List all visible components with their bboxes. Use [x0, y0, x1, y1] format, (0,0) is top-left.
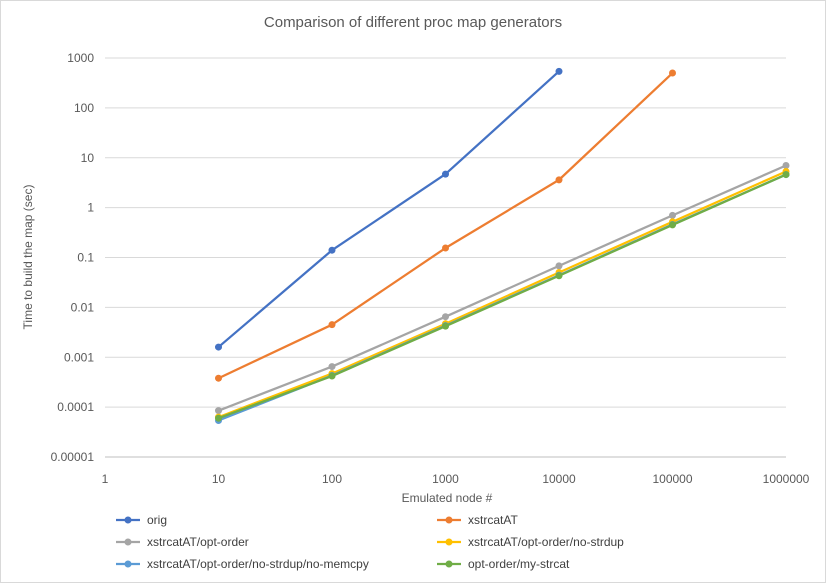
legend-label: orig — [147, 513, 167, 527]
x-axis-ticks: 1 10 100 1000 10000 100000 1000000 — [102, 472, 810, 486]
data-point — [442, 170, 449, 178]
data-point — [215, 407, 222, 415]
data-point — [782, 161, 790, 169]
data-point — [328, 363, 336, 371]
plot-series — [215, 67, 790, 424]
data-point — [442, 313, 449, 321]
y-tick-label: 1 — [87, 201, 94, 215]
x-tick-label: 10 — [212, 472, 226, 486]
legend-label: xstrcatAT/opt-order/no-strdup — [468, 535, 624, 549]
data-point — [555, 176, 563, 184]
gridlines — [105, 57, 786, 408]
data-point — [555, 67, 563, 75]
x-tick-label: 100 — [322, 472, 342, 486]
y-tick-label: 10 — [81, 151, 95, 165]
data-point — [328, 372, 336, 380]
y-axis-title: Time to build the map (sec) — [21, 185, 35, 330]
data-point — [669, 211, 676, 219]
y-tick-label: 1000 — [67, 51, 94, 65]
y-axis-ticks: 0.00001 0.0001 0.001 0.01 0.1 1 10 100 1000 — [51, 51, 95, 464]
series-line — [218, 170, 787, 419]
y-tick-label: 0.1 — [77, 251, 94, 265]
data-point — [669, 221, 676, 229]
chart-title: Comparison of different proc map generat… — [264, 14, 562, 31]
data-point — [555, 272, 563, 280]
data-point — [215, 374, 222, 382]
legend-marker — [124, 560, 132, 568]
legend-label: xstrcatAT — [468, 513, 518, 527]
legend-label: xstrcatAT/opt-order/no-strdup/no-memcpy — [147, 557, 369, 571]
legend-label: opt-order/my-strcat — [468, 557, 570, 571]
data-point — [328, 321, 336, 329]
data-point — [669, 69, 676, 77]
x-tick-label: 1 — [102, 472, 109, 486]
series-line — [217, 70, 560, 348]
y-tick-label: 0.00001 — [51, 450, 95, 464]
x-axis-title: Emulated node # — [402, 491, 493, 505]
series-line — [218, 164, 787, 412]
y-tick-label: 0.0001 — [57, 400, 94, 414]
data-point — [442, 322, 449, 330]
legend-marker — [124, 516, 132, 524]
data-point — [555, 262, 563, 270]
y-tick-label: 0.001 — [64, 350, 94, 364]
x-tick-label: 1000 — [432, 472, 459, 486]
legend-marker — [445, 560, 453, 568]
data-point — [328, 246, 336, 254]
data-point — [215, 343, 222, 351]
series-line — [218, 173, 787, 420]
data-point — [442, 244, 449, 252]
series-line — [218, 72, 674, 380]
x-tick-label: 10000 — [542, 472, 576, 486]
y-tick-label: 0.01 — [71, 300, 95, 314]
y-tick-label: 100 — [74, 101, 94, 115]
legend: orig xstrcatAT xstrcatAT/opt-order xstrcatA… — [116, 513, 624, 571]
legend-marker — [124, 538, 132, 546]
legend-label: xstrcatAT/opt-order — [147, 535, 249, 549]
legend-marker — [445, 516, 453, 524]
x-tick-label: 1000000 — [763, 472, 810, 486]
x-tick-label: 100000 — [652, 472, 692, 486]
legend-marker — [445, 538, 453, 546]
data-point — [215, 414, 222, 422]
data-point — [782, 171, 790, 179]
